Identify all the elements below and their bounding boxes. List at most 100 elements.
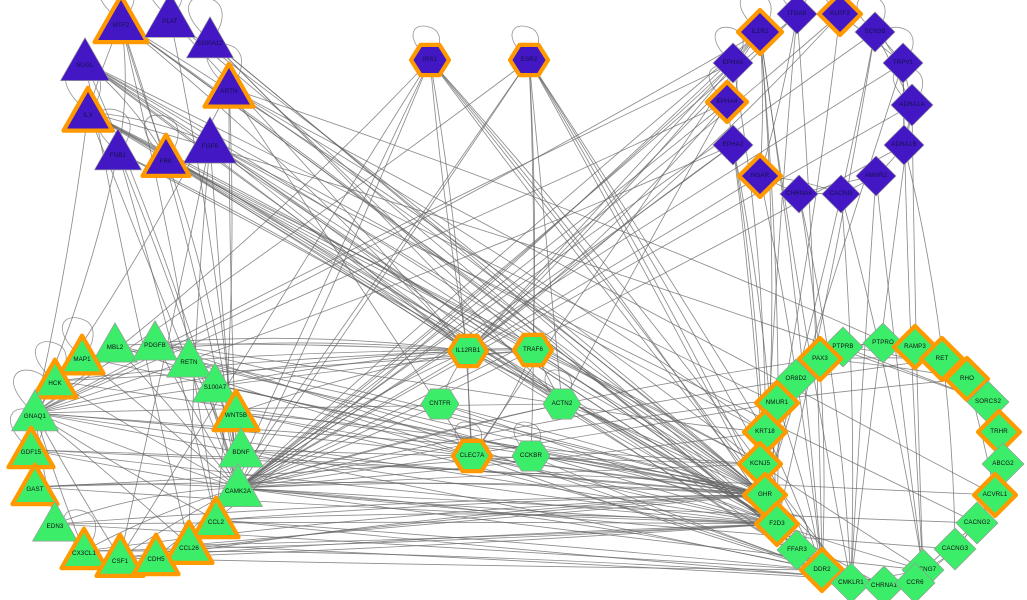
edge <box>209 142 778 525</box>
edge <box>237 62 904 489</box>
node-shape-diamond <box>855 155 897 197</box>
node-esr2[interactable]: ESR2 <box>504 35 554 85</box>
edge <box>237 403 441 489</box>
node-shape-triangle <box>60 37 110 81</box>
node-cntfr[interactable]: CNTFR <box>415 379 465 429</box>
node-shape-triangle <box>6 425 56 470</box>
node-shape-diamond <box>712 124 754 166</box>
node-shape-hexagon <box>420 388 460 420</box>
edge <box>237 101 728 489</box>
edge <box>209 39 534 351</box>
node-shape-diamond <box>890 83 934 127</box>
node-shape-diamond <box>712 42 754 84</box>
edge <box>439 403 778 525</box>
node-shape-diamond <box>918 335 966 383</box>
edge <box>215 494 766 521</box>
edge <box>169 17 469 352</box>
node-cdh5[interactable]: CDH5 <box>127 528 185 586</box>
edge <box>155 523 778 558</box>
self-loop-edge <box>152 0 183 19</box>
edge <box>875 175 924 571</box>
node-il12rb1[interactable]: IL12RB1 <box>443 326 493 376</box>
edge <box>561 403 766 433</box>
edge <box>237 487 823 571</box>
node-shape-triangle <box>59 526 109 571</box>
edge <box>188 523 778 546</box>
node-shape-diamond <box>821 174 861 214</box>
edges <box>30 13 1004 587</box>
edge <box>759 463 924 571</box>
edge <box>237 175 761 489</box>
edge <box>169 17 766 496</box>
node-shape-triangle <box>144 0 196 38</box>
edge <box>34 486 778 525</box>
edge <box>429 59 469 352</box>
node-shape-triangle <box>183 116 237 164</box>
node-shape-triangle <box>58 333 106 376</box>
node-clec7a[interactable]: CLEC7A <box>447 431 497 481</box>
node-frk[interactable]: FRK <box>136 128 196 188</box>
edge <box>84 61 778 404</box>
edge <box>237 402 778 489</box>
node-shape-diamond <box>894 562 936 600</box>
edge <box>84 61 469 352</box>
edge <box>165 157 469 352</box>
edge <box>467 144 734 352</box>
edge <box>237 358 821 489</box>
node-actn2[interactable]: ACTN2 <box>537 379 587 429</box>
edge <box>215 31 761 521</box>
node-shape-diamond <box>955 501 999 545</box>
node-shape-triangle <box>10 462 60 507</box>
edge <box>209 39 766 496</box>
edge <box>530 455 766 496</box>
edge <box>209 142 978 524</box>
node-shape-hexagon <box>507 42 551 78</box>
edge <box>528 59 766 496</box>
node-shape-diamond <box>798 546 846 594</box>
edge <box>84 61 534 351</box>
edge <box>237 350 469 489</box>
edge <box>34 31 761 414</box>
edge <box>34 412 778 525</box>
node-shape-diamond <box>779 174 819 214</box>
edge <box>798 193 852 584</box>
edge <box>120 21 217 521</box>
node-ccr6[interactable]: CCR6 <box>889 557 941 600</box>
edge <box>54 350 469 382</box>
edge <box>429 59 778 525</box>
edge <box>561 101 728 405</box>
node-shape-hexagon <box>511 440 551 472</box>
node-shape-triangle <box>31 357 79 400</box>
edge <box>215 513 778 525</box>
node-traf6[interactable]: TRAF6 <box>508 325 558 375</box>
edge <box>117 151 217 521</box>
edge <box>54 380 766 496</box>
node-shape-triangle <box>132 320 178 361</box>
edge <box>34 111 89 414</box>
edge <box>240 449 778 525</box>
node-shape-diamond <box>883 124 925 166</box>
node-shape-triangle <box>94 532 146 578</box>
node-shape-triangle <box>191 495 241 540</box>
node-irs1[interactable]: IRS1 <box>405 35 455 85</box>
edge <box>439 403 766 496</box>
edge <box>119 59 431 559</box>
edge <box>467 350 766 496</box>
node-cckbr[interactable]: CCKBR <box>506 431 556 481</box>
edge <box>237 358 943 489</box>
node-shape-diamond <box>704 79 750 125</box>
edge <box>530 455 778 525</box>
node-cacng[interactable]: CACNG <box>816 169 866 219</box>
edge <box>237 59 530 489</box>
edge <box>235 412 823 571</box>
edge <box>214 350 469 386</box>
node-shape-diamond <box>776 529 818 571</box>
node-shape-triangle <box>61 85 115 133</box>
edge <box>237 62 734 489</box>
edge <box>119 557 823 571</box>
node-shape-diamond <box>735 7 785 57</box>
edge <box>796 13 823 571</box>
edge <box>83 487 239 552</box>
edge <box>467 31 761 352</box>
